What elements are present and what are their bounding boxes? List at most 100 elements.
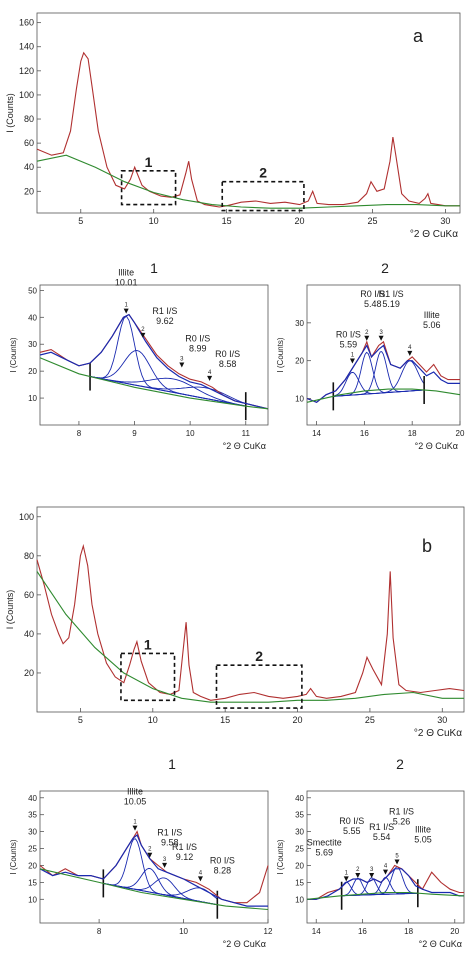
series-background: [36, 154, 460, 209]
y-axis-label: I (Counts): [9, 337, 18, 372]
y-tick-label: 35: [28, 811, 37, 820]
peak-number: 4: [408, 345, 412, 351]
y-tick-label: 40: [28, 313, 37, 322]
peak-d-spacing-label: 5.48: [364, 299, 382, 309]
peak-arrow: [349, 358, 355, 364]
x-tick-label: 8: [97, 927, 102, 936]
fit-component: [89, 376, 246, 407]
peak-mineral-label: R0 I/S: [215, 349, 240, 359]
zoom-box: [120, 652, 176, 702]
peak-d-spacing-label: 5.69: [315, 847, 333, 857]
y-tick-label: 40: [24, 162, 34, 172]
x-axis-label: °2 Θ CuKα: [415, 441, 458, 451]
peak-arrow: [147, 852, 153, 858]
x-tick-label: 10: [179, 927, 188, 936]
series-fit: [39, 313, 269, 410]
x-tick-label: 9: [132, 429, 137, 438]
peak-number: 3: [379, 330, 383, 336]
series-pattern: [36, 543, 465, 701]
series-background: [306, 891, 465, 900]
y-tick-label: 140: [19, 42, 34, 52]
y-tick-label: 50: [28, 286, 37, 295]
zoom-box: [221, 180, 305, 212]
fit-component: [89, 376, 246, 405]
peak-mineral-label: R1 I/S: [172, 842, 197, 852]
x-axis-label: °2 Θ CuKα: [223, 441, 266, 451]
peak-number: 2: [141, 327, 145, 333]
y-tick-label: 35: [295, 811, 304, 820]
series-pattern: [36, 51, 460, 208]
y-tick-label: 20: [295, 357, 304, 366]
peak-mineral-label: Illite: [127, 787, 143, 797]
peak-d-spacing-label: 5.54: [373, 832, 391, 842]
peak-number: 3: [163, 857, 167, 863]
peak-arrow: [378, 335, 384, 341]
plot-frame: [36, 12, 461, 214]
x-tick-label: 20: [450, 927, 459, 936]
peak-number: 4: [208, 370, 212, 376]
zoom-box-label: 1: [144, 636, 152, 652]
x-tick-label: 5: [78, 715, 83, 725]
x-tick-label: 30: [440, 216, 450, 226]
fit-component: [103, 882, 218, 900]
peak-number: 2: [148, 847, 152, 853]
peak-d-spacing-label: 8.28: [214, 865, 232, 875]
panel-label: 2: [396, 756, 404, 772]
y-tick-label: 20: [28, 861, 37, 870]
y-tick-label: 20: [24, 186, 34, 196]
zoom-box: [120, 170, 177, 206]
panel-label: 1: [168, 756, 176, 772]
x-tick-label: 8: [77, 429, 82, 438]
y-axis-label: I (Counts): [9, 839, 18, 874]
peak-d-spacing-label: 5.59: [340, 339, 358, 349]
x-tick-label: 10: [148, 715, 158, 725]
peak-arrow: [355, 873, 361, 878]
peak-number: 3: [370, 867, 374, 873]
peak-mineral-label: Smectite: [307, 837, 342, 847]
peak-mineral-label: R0 I/S: [360, 289, 385, 299]
y-tick-label: 160: [19, 18, 34, 28]
series-fit: [39, 834, 268, 907]
peak-arrow: [123, 308, 129, 314]
peak-number: 5: [395, 853, 399, 859]
peak-d-spacing-label: 10.01: [115, 278, 138, 288]
y-tick-label: 10: [28, 394, 37, 403]
peak-number: 1: [133, 820, 137, 826]
peak-arrow: [162, 862, 168, 868]
series-pattern: [39, 830, 269, 904]
peak-d-spacing-label: 5.06: [423, 320, 441, 330]
x-axis-label: °2 Θ CuKα: [223, 939, 266, 949]
peak-arrow: [140, 332, 146, 338]
peak-arrow: [207, 375, 213, 381]
peak-d-spacing-label: 8.58: [219, 359, 237, 369]
y-tick-label: 25: [295, 845, 304, 854]
x-tick-label: 18: [404, 927, 413, 936]
peak-number: 3: [180, 356, 184, 362]
peak-arrow: [364, 335, 370, 341]
x-tick-label: 5: [78, 216, 83, 226]
x-tick-label: 25: [365, 715, 375, 725]
peak-d-spacing-label: 5.19: [382, 299, 400, 309]
panel-label: a: [413, 26, 424, 46]
peak-mineral-label: R1 I/S: [369, 822, 394, 832]
x-tick-label: 12: [264, 927, 273, 936]
peak-d-spacing-label: 5.26: [393, 817, 411, 827]
y-tick-label: 80: [24, 114, 34, 124]
series-background: [39, 868, 269, 911]
y-tick-label: 100: [19, 512, 34, 522]
peak-mineral-label: R0 I/S: [339, 816, 364, 826]
y-tick-label: 30: [28, 828, 37, 837]
peak-mineral-label: Illite: [118, 268, 134, 278]
x-tick-label: 10: [149, 216, 159, 226]
peak-d-spacing-label: 9.58: [161, 838, 179, 848]
peak-mineral-label: R0 I/S: [185, 333, 210, 343]
plot-frame: [39, 790, 269, 924]
x-tick-label: 18: [408, 429, 417, 438]
peak-number: 1: [125, 303, 129, 309]
peak-arrow: [407, 350, 413, 356]
peak-d-spacing-label: 9.12: [176, 852, 194, 862]
peak-number: 2: [356, 867, 360, 873]
x-axis-label: °2 Θ CuKα: [410, 229, 458, 240]
y-tick-label: 20: [28, 367, 37, 376]
